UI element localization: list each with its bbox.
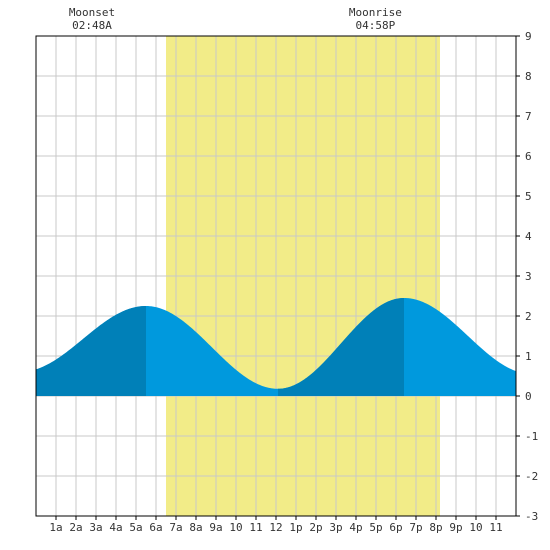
y-tick-label: 5: [525, 190, 532, 203]
x-tick-label: 10: [469, 521, 482, 534]
y-tick-label: -1: [525, 430, 538, 443]
x-tick-label: 9p: [449, 521, 462, 534]
x-tick-label: 10: [229, 521, 242, 534]
y-tick-label: 9: [525, 30, 532, 43]
x-tick-label: 5a: [129, 521, 142, 534]
x-axis-ticks: 1a 2a 3a 4a 5a 6a 7a 8a 9a 10 11 12 1p 2p 3p 4p 5p 6p 7p 8p…: [49, 516, 503, 534]
x-tick-label: 7a: [169, 521, 182, 534]
x-tick-label: 1a: [49, 521, 62, 534]
y-tick-label: 8: [525, 70, 532, 83]
moon-annotation: Moonset 02:48A: [52, 6, 132, 32]
y-tick-label: -2: [525, 470, 538, 483]
x-tick-label: 3p: [329, 521, 342, 534]
grid-lines: [36, 36, 516, 516]
x-tick-label: 5p: [369, 521, 382, 534]
y-tick-label: 1: [525, 350, 532, 363]
y-tick-label: 6: [525, 150, 532, 163]
x-tick-label: 12: [269, 521, 282, 534]
x-tick-label: 3a: [89, 521, 102, 534]
x-tick-label: 9a: [209, 521, 222, 534]
y-axis-ticks: -3 -2 -1 0 1 2 3 4 5 6 7 8 9: [516, 30, 538, 523]
x-tick-label: 2a: [69, 521, 82, 534]
x-tick-label: 11: [489, 521, 502, 534]
x-tick-label: 4p: [349, 521, 362, 534]
x-tick-label: 8p: [429, 521, 442, 534]
moon-annotation-time: 02:48A: [72, 19, 112, 32]
y-tick-label: 2: [525, 310, 532, 323]
y-tick-label: 0: [525, 390, 532, 403]
x-tick-label: 6a: [149, 521, 162, 534]
y-tick-label: 7: [525, 110, 532, 123]
moon-annotation-time: 04:58P: [355, 19, 396, 32]
x-tick-label: 11: [249, 521, 262, 534]
y-tick-label: 4: [525, 230, 532, 243]
x-tick-label: 6p: [389, 521, 402, 534]
x-tick-label: 7p: [409, 521, 422, 534]
x-tick-label: 1p: [289, 521, 302, 534]
x-tick-label: 2p: [309, 521, 322, 534]
x-tick-label: 8a: [189, 521, 202, 534]
moon-annotation: Moonrise 04:58P: [335, 6, 415, 32]
moon-annotation-label: Moonset: [68, 6, 116, 19]
y-tick-label: -3: [525, 510, 538, 523]
tide-area-rising: [36, 298, 404, 396]
x-tick-label: 4a: [109, 521, 122, 534]
moon-annotation-label: Moonrise: [348, 6, 402, 19]
y-tick-label: 3: [525, 270, 532, 283]
